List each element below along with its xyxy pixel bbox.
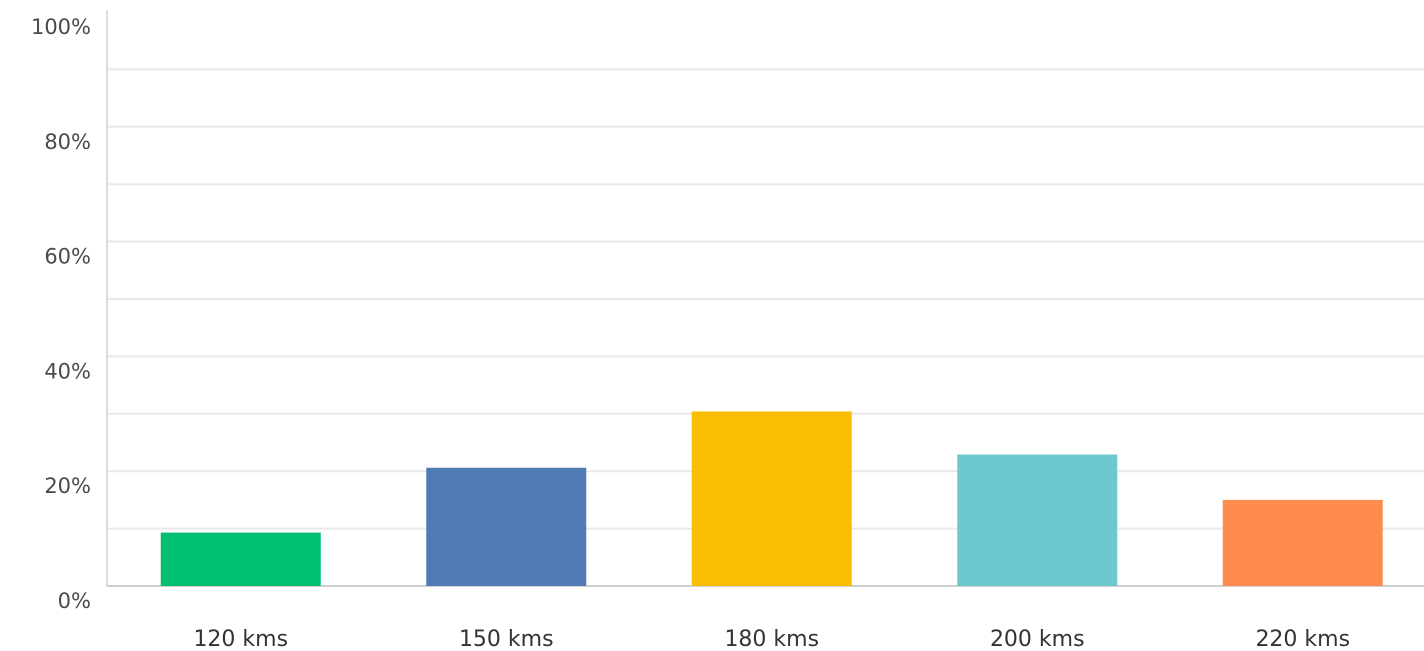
y-tick-label: 0% (58, 589, 91, 613)
y-tick-label: 20% (44, 474, 91, 498)
x-category-label: 200 kms (990, 627, 1085, 651)
bar (1222, 499, 1383, 586)
bar (957, 454, 1118, 586)
y-tick-label: 100% (31, 15, 91, 39)
x-category-label: 180 kms (724, 627, 819, 651)
x-category-label: 120 kms (193, 627, 288, 651)
x-category-label: 150 kms (459, 627, 554, 651)
y-axis-tick-labels: 0% 20% 40% 60% 80% 100% (31, 15, 91, 613)
y-tick-label: 60% (44, 245, 91, 269)
gridlines (108, 68, 1424, 530)
y-tick-label: 40% (44, 359, 91, 383)
bar (691, 411, 852, 586)
x-axis-category-labels: 120 kms 150 kms 180 kms 200 kms 220 kms (193, 627, 1350, 651)
bar (426, 467, 587, 586)
y-tick-label: 80% (44, 130, 91, 154)
bar (160, 532, 321, 586)
x-category-label: 220 kms (1255, 627, 1350, 651)
bars (160, 411, 1383, 586)
